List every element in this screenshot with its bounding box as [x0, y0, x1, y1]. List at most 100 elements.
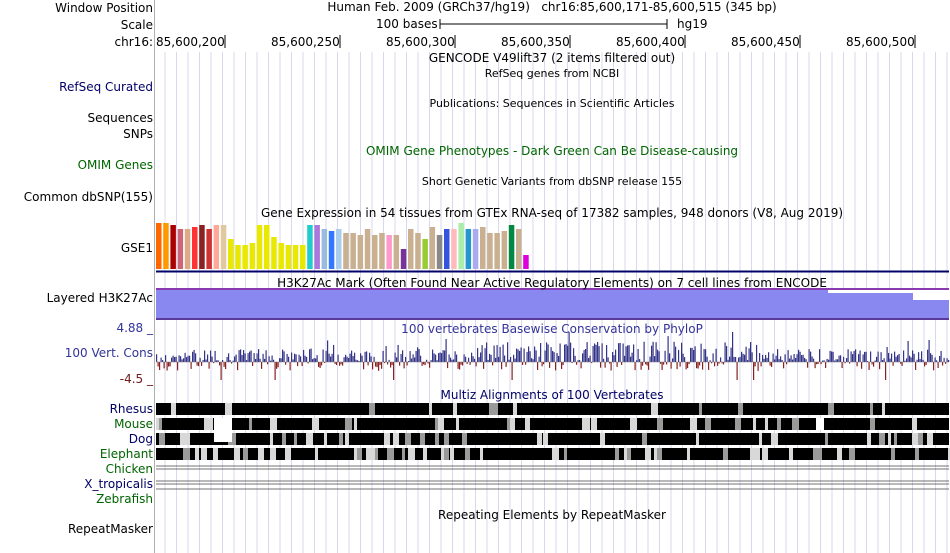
track-label-dbsnp[interactable]: Common dbSNP(155) [23, 190, 153, 204]
phylop-bar [895, 356, 897, 362]
omim-center-label[interactable]: OMIM Gene Phenotypes - Dark Green Can Be… [365, 144, 739, 158]
position-title: Human Feb. 2009 (GRCh37/hg19) chr16:85,6… [327, 0, 777, 14]
phylop-bar [864, 351, 866, 362]
phylop-bar [841, 362, 843, 369]
phylop-bar [261, 362, 263, 369]
gtex-center-label[interactable]: Gene Expression in 54 tissues from GTEx … [260, 206, 844, 220]
phylop-bar [757, 362, 759, 371]
phylop-bar [301, 362, 303, 367]
phylop-bar [273, 359, 275, 362]
phylop-bar [274, 362, 276, 380]
phylop-bar [840, 355, 842, 362]
multiz-gap-block [180, 433, 187, 445]
phylop-bar [832, 351, 834, 362]
phylop-bar [933, 362, 935, 371]
phylop-bar [844, 362, 846, 364]
phylop-bar [462, 362, 464, 366]
gtex-tissue-bar [292, 245, 299, 269]
phylop-bar [742, 353, 744, 362]
phylop-bar [510, 356, 512, 362]
track-label-gtex[interactable]: GSE1 [120, 241, 153, 255]
species-label-dog[interactable]: Dog [128, 432, 153, 446]
phylop-bar [456, 354, 458, 362]
phylop-bar [801, 355, 803, 362]
phylop-center-label[interactable]: 100 vertebrates Basewise Conservation by… [401, 322, 703, 336]
species-label-elephant[interactable]: Elephant [99, 447, 153, 461]
species-label-xtropicalis[interactable]: X_tropicalis [84, 477, 153, 491]
phylop-bar [184, 352, 186, 362]
phylop-bar [874, 360, 876, 362]
track-label-h3k27ac[interactable]: Layered H3K27Ac [46, 291, 153, 305]
phylop-bar [208, 362, 210, 369]
phylop-bar [745, 346, 747, 362]
phylop-bar [447, 362, 449, 369]
dbsnp-center-label[interactable]: Short Genetic Variants from dbSNP releas… [421, 175, 683, 188]
gtex-tissue-bar [480, 227, 486, 269]
gtex-tissue-bar [242, 245, 248, 269]
phylop-bar [174, 357, 176, 362]
phylop-bar [568, 332, 570, 362]
phylop-bar [213, 362, 215, 364]
phylop-bar [279, 358, 281, 362]
phylop-bar [937, 362, 939, 369]
phylop-bar [577, 360, 579, 362]
species-label-mouse[interactable]: Mouse [114, 417, 153, 431]
multiz-center-label[interactable]: Multiz Alignments of 100 Vertebrates [440, 388, 664, 402]
phylop-bar [471, 352, 473, 362]
phylop-bar [324, 362, 326, 364]
track-label-snps[interactable]: SNPs [123, 127, 153, 141]
multiz-gap-block [948, 448, 950, 460]
multiz-gap-block [654, 448, 658, 460]
track-label-repeatmasker[interactable]: RepeatMasker [67, 522, 153, 536]
gtex-tissue-bar [357, 235, 364, 269]
track-label-phylop[interactable]: 100 Vert. Cons [64, 346, 153, 360]
phylop-bar [706, 356, 708, 362]
species-label-rhesus[interactable]: Rhesus [109, 402, 153, 416]
gtex-tissue-bar [192, 227, 198, 269]
phylop-bar [666, 362, 668, 365]
phylop-bar [363, 362, 365, 370]
h3k27ac-center-label[interactable]: H3K27Ac Mark (Often Found Near Active Re… [277, 276, 827, 290]
track-label-refseq[interactable]: RefSeq Curated [59, 80, 153, 94]
phylop-bar [826, 358, 828, 362]
phylop-bar [768, 352, 770, 362]
phylop-bar [268, 356, 270, 362]
multiz-gap-block [537, 433, 542, 445]
ruler-tick-label: 85,600,500 [846, 35, 915, 49]
species-label-zebrafish[interactable]: Zebrafish [96, 492, 153, 506]
phylop-bar [883, 358, 885, 362]
track-label-sequences[interactable]: Sequences [87, 111, 153, 125]
phylop-bar [685, 362, 687, 370]
phylop-bar [663, 362, 665, 365]
species-label-chicken[interactable]: Chicken [105, 462, 153, 476]
track-label-omim[interactable]: OMIM Genes [77, 158, 153, 172]
multiz-gap-block [774, 433, 777, 445]
phylop-bar [931, 354, 933, 362]
phylop-bar [411, 358, 413, 362]
phylop-bar [585, 349, 587, 362]
phylop-bar [490, 354, 492, 362]
refseq-center-label[interactable]: RefSeq genes from NCBI [484, 67, 620, 80]
publications-center-label[interactable]: Publications: Sequences in Scientific Ar… [429, 97, 675, 110]
phylop-bar [549, 362, 551, 368]
phylop-bar [891, 353, 893, 362]
phylop-bar [528, 346, 530, 362]
phylop-bar [406, 362, 408, 366]
phylop-bar [339, 362, 341, 366]
phylop-bar [795, 357, 797, 362]
phylop-bar [673, 341, 675, 362]
phylop-bar [520, 347, 522, 362]
phylop-bar [603, 358, 605, 362]
phylop-bar [280, 358, 282, 362]
gencode-center-label[interactable]: GENCODE V49lift37 (2 items filtered out) [428, 51, 676, 65]
phylop-bar [478, 357, 480, 362]
phylop-bar [606, 345, 608, 362]
multiz-gap-block [552, 448, 559, 460]
phylop-bar [288, 356, 290, 362]
phylop-bar [297, 362, 299, 367]
gtex-tissue-bar [170, 225, 176, 269]
phylop-bar [681, 342, 683, 362]
phylop-bar [534, 346, 536, 362]
phylop-bar [349, 353, 351, 362]
repeatmasker-center-label[interactable]: Repeating Elements by RepeatMasker [438, 508, 666, 522]
